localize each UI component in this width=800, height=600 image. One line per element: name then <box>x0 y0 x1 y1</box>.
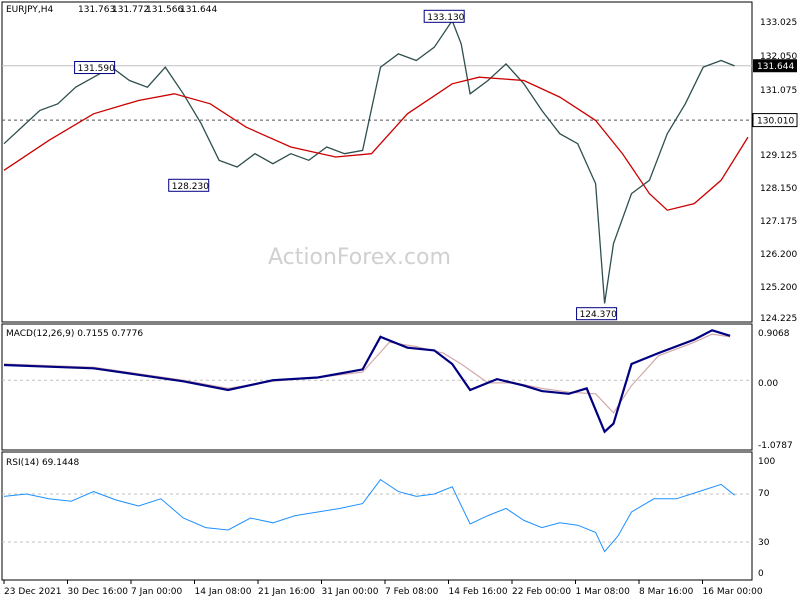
annotation-box <box>576 307 618 321</box>
x-tick-label: 16 Mar 00:00 <box>703 587 763 597</box>
ohlc-close: 131.644 <box>180 5 217 15</box>
rsi-y-tick: 70 <box>758 489 770 499</box>
rsi-panel-frame <box>1 451 753 581</box>
macd-y-tick: 0.00 <box>758 379 778 389</box>
macd-panel-frame <box>1 323 753 451</box>
ohlc-low: 131.566 <box>146 5 183 15</box>
macd-y-tick: 0.9068 <box>758 329 790 339</box>
price-y-tick: 129.125 <box>760 151 797 161</box>
x-tick-label: 8 Mar 16:00 <box>639 587 694 597</box>
rsi-y-tick: 0 <box>758 569 764 579</box>
rsi-panel-title: RSI(14) 69.1448 <box>6 458 79 468</box>
ohlc-high: 131.772 <box>112 5 149 15</box>
price-y-tick: 125.200 <box>760 283 797 293</box>
annotation-label: 133.130 <box>427 13 464 23</box>
x-axis: 23 Dec 2021 30 Dec 16:00 7 Jan 00:00 14 Jan… <box>3 580 763 597</box>
x-tick-label: 14 Jan 08:00 <box>195 587 252 597</box>
macd-line <box>3 329 731 434</box>
current-price-box <box>753 59 797 73</box>
price-annotations: 133.130 131.590 128.230 124.370 <box>74 9 618 321</box>
price-panel-frame <box>1 1 753 323</box>
macd-y-tick: -1.0787 <box>758 441 793 451</box>
price-y-tick: 128.150 <box>760 184 797 194</box>
annotation-label: 124.370 <box>580 310 617 320</box>
annotation-label: 131.590 <box>78 64 115 74</box>
x-tick-label: 22 Feb 00:00 <box>512 587 571 597</box>
x-tick-label: 14 Feb 16:00 <box>449 587 508 597</box>
annotation-box <box>74 61 116 75</box>
x-tick-label: 7 Jan 00:00 <box>131 587 183 597</box>
price-y-tick: 131.075 <box>760 86 797 96</box>
price-y-tick: 133.025 <box>760 18 797 28</box>
level-label: 130.010 <box>757 117 794 127</box>
price-y-tick: 132.050 <box>760 52 797 62</box>
ohlc-open: 131.763 <box>78 5 115 15</box>
x-tick-label: 30 Dec 16:00 <box>68 587 129 597</box>
macd-panel-title: MACD(12,26,9) 0.7155 0.7776 <box>6 329 143 339</box>
x-tick-label: 1 Mar 08:00 <box>576 587 631 597</box>
watermark: ActionForex.com <box>268 245 451 270</box>
x-tick-label: 21 Jan 16:00 <box>258 587 315 597</box>
level-box <box>752 113 798 128</box>
rsi-y-tick: 100 <box>758 457 775 467</box>
price-y-tick: 126.200 <box>760 250 797 260</box>
x-tick-label: 7 Feb 08:00 <box>385 587 439 597</box>
price-y-tick: 127.175 <box>760 217 797 227</box>
current-price-label: 131.644 <box>757 62 794 72</box>
x-tick-label: 23 Dec 2021 <box>4 587 62 597</box>
annotation-box <box>423 9 465 23</box>
price-series-line <box>3 19 735 304</box>
annotation-box <box>168 178 210 192</box>
annotation-label: 128.230 <box>172 182 209 192</box>
price-panel-title: EURJPY,H4 <box>6 5 54 15</box>
price-y-tick: 124.225 <box>760 314 797 324</box>
rsi-line <box>3 478 735 553</box>
rsi-y-tick: 30 <box>758 538 770 548</box>
moving-average-line <box>3 76 749 211</box>
x-tick-label: 31 Jan 00:00 <box>322 587 379 597</box>
